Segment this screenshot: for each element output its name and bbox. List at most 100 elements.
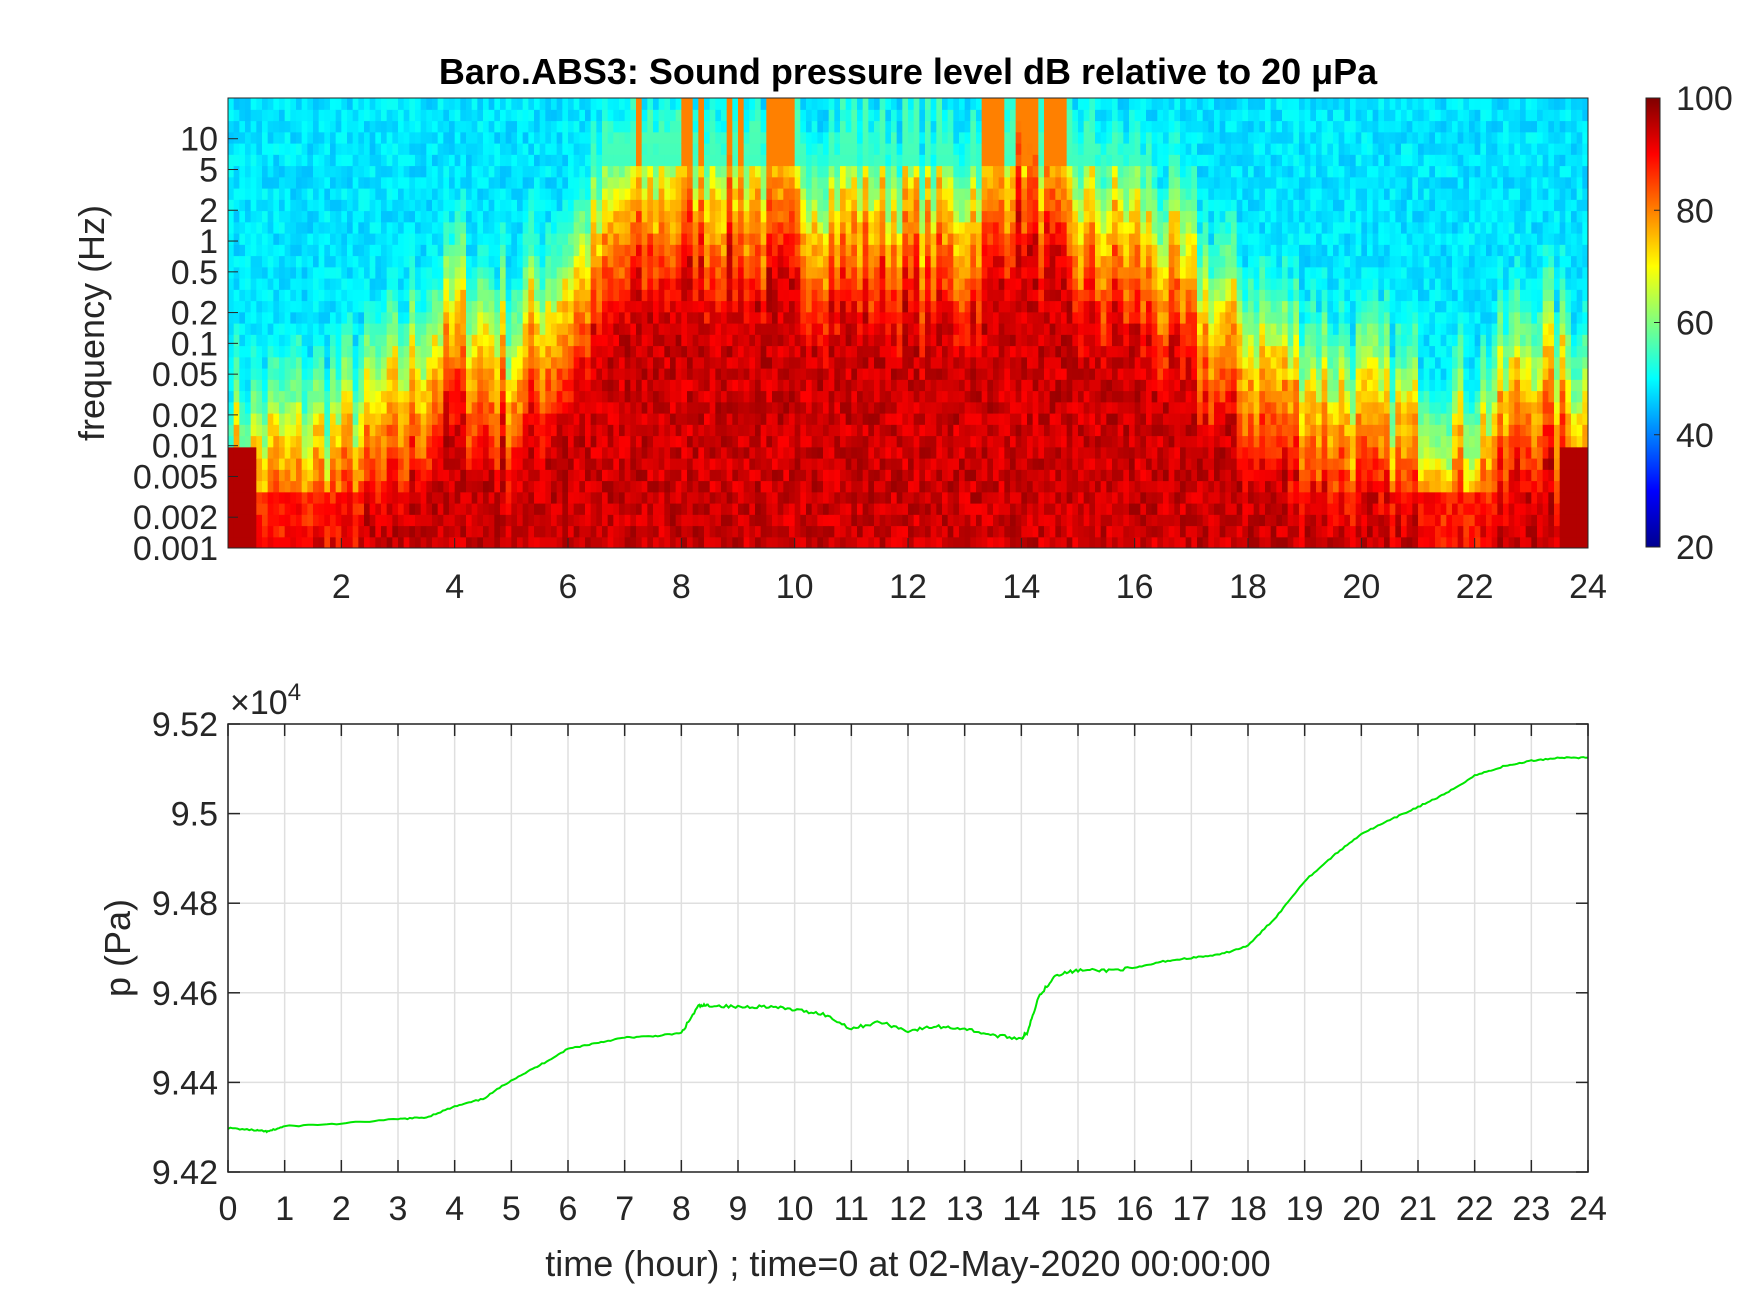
spectrogram-cell [738,446,745,459]
spectrogram-cell [828,188,835,200]
spectrogram-cell [732,458,739,470]
spectrogram-cell [658,266,665,279]
spectrogram-cell [369,424,376,437]
spectrogram-cell [392,435,399,448]
spectrogram-cell [817,255,824,268]
spectrogram-cell [381,379,388,392]
spectrogram-cell [794,368,801,380]
spectrogram-cell [624,143,631,155]
spectrogram-cell [658,379,665,392]
spectrogram-cell [386,255,393,268]
spectrogram-cell [267,458,274,470]
spectrogram-cell [709,210,716,223]
spectrogram-cell [908,536,915,548]
spectrogram-cell [885,143,892,155]
spectrogram-cell [488,401,495,414]
spectrogram-cell [539,491,546,504]
spectrogram-cell [386,120,393,133]
spectrogram-cell [375,221,382,234]
spectrogram-cell [653,424,660,437]
spectrogram-cell [239,199,246,212]
spectrogram-cell [403,368,410,380]
spectrogram-cell [296,424,303,437]
spectrogram-cell [817,390,824,403]
spectrogram-cell [896,278,903,290]
spectrogram-cell [749,323,756,335]
spectrogram-cell [579,368,586,380]
spectrogram-cell [602,289,609,302]
spectrogram-cell [437,514,444,527]
spectrogram-cell [267,424,274,437]
spectrogram-cell [925,345,932,358]
spectrogram-cell [726,300,733,313]
spectrogram-cell [800,480,807,493]
spectrogram-cell [624,221,631,234]
spectrogram-cell [590,143,597,155]
spectrogram-cell [233,446,240,459]
spectrogram-cell [641,154,648,167]
spectrogram-cell [868,300,875,313]
spectrogram-cell [783,165,790,178]
spectrogram-cell [806,525,813,538]
spectrogram-cell [845,514,852,527]
spectrogram-cell [432,379,439,392]
spectrogram-cell [862,356,869,369]
spectrogram-cell [358,289,365,302]
spectrogram-cell [290,255,297,268]
spectrogram-cell [449,514,456,527]
spectrogram-cell [301,199,308,212]
spectrogram-cell [284,379,291,392]
spectrogram-cell [709,368,716,380]
spectrogram-cell [783,244,790,257]
spectrogram-cell [721,536,728,548]
spectrogram-cell [862,109,869,122]
spectrogram-cell [896,345,903,358]
spectrogram-cell [715,266,722,279]
spectrogram-cell [273,300,280,313]
spectrogram-cell [562,176,569,189]
spectrogram-cell [568,143,575,155]
spectrogram-cell [579,334,586,347]
spectrogram-cell [471,210,478,223]
spectrogram-cell [658,390,665,403]
spectrogram-cell [494,188,501,200]
spectrogram-cell [913,390,920,403]
spectrogram-cell [902,221,909,234]
spectrogram-cell [301,221,308,234]
spectrogram-cell [715,233,722,245]
spectrogram-cell [341,109,348,122]
spectrogram-cell [392,525,399,538]
spectrogram-cell [596,480,603,493]
spectrogram-cell [250,345,257,358]
spectrogram-cell [823,413,830,425]
spectrogram-cell [330,221,337,234]
spectrogram-cell [834,199,841,212]
spectrogram-cell [613,491,620,504]
spectrogram-cell [409,503,416,515]
spectrogram-cell [301,233,308,245]
spectrogram-cell [902,356,909,369]
spectrogram-cell [619,323,626,335]
spectrogram-cell [772,311,779,324]
spectrogram-cell [902,98,909,110]
spectrogram-cell [766,536,773,548]
spectrogram-cell [794,413,801,425]
spectrogram-cell [545,244,552,257]
spectrogram-cell [738,199,745,212]
spectrogram-cell [511,143,518,155]
spectrogram-cell [279,525,286,538]
spectrogram-cell [505,255,512,268]
spectrogram-cell [568,458,575,470]
spectrogram-cell [585,536,592,548]
spectrogram-cell [840,109,847,122]
spectrogram-cell [233,278,240,290]
spectrogram-cell [613,255,620,268]
spectrogram-cell [239,480,246,493]
spectrogram-cell [902,334,909,347]
spectrogram-cell [885,356,892,369]
spectrogram-cell [539,300,546,313]
spectrogram-cell [290,188,297,200]
spectrogram-cell [585,120,592,133]
spectrogram-cell [647,188,654,200]
spectrogram-cell [284,255,291,268]
